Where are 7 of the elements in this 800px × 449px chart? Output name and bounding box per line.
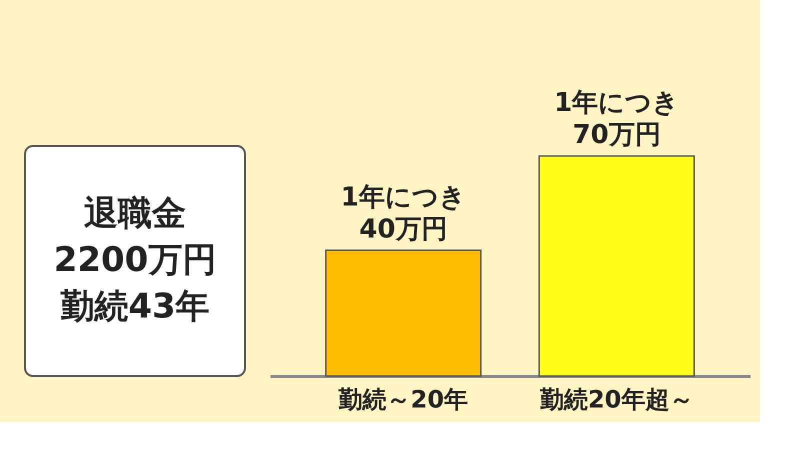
data-label: 1年につき 70万円 <box>554 88 680 150</box>
text: 2200万円 <box>54 240 216 280</box>
text: 退職金 <box>84 193 186 234</box>
x-tick-label: 勤続～20年 <box>338 386 468 414</box>
data-label: 1年につき 40万円 <box>340 182 466 244</box>
x-tick-label: 勤続20年超～ <box>538 386 694 414</box>
text: 勤続43年 <box>59 286 210 327</box>
